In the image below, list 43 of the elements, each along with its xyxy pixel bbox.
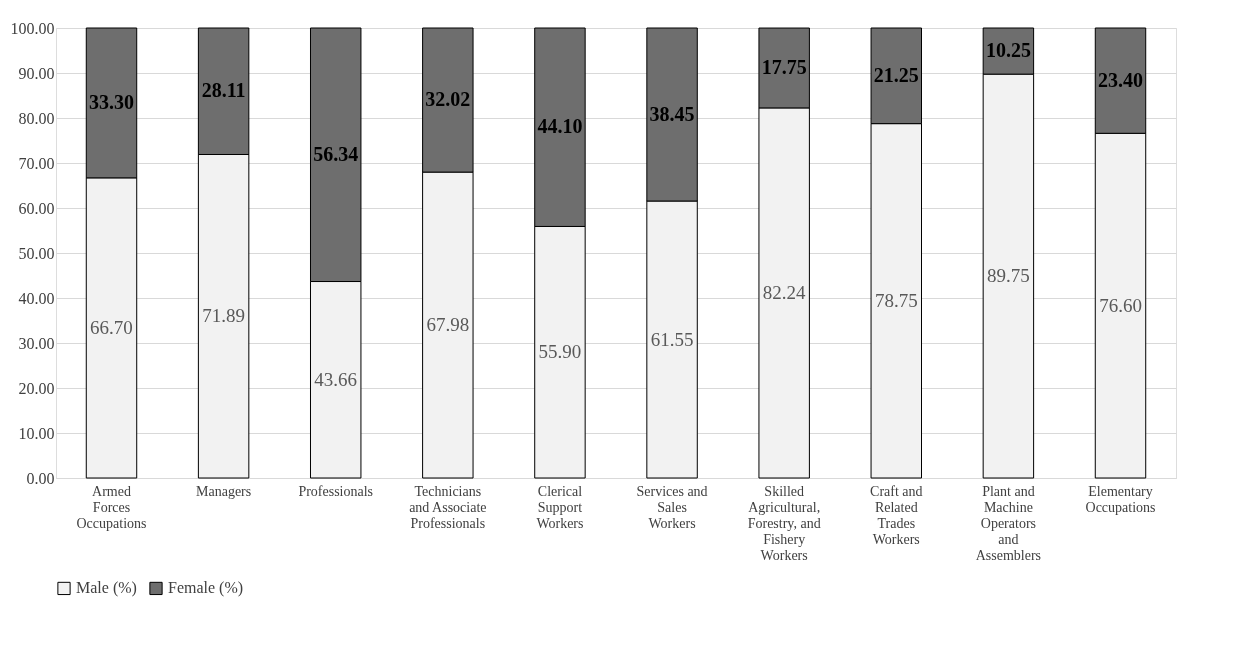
x-tick-label: Professionals	[298, 483, 374, 499]
data-label: 66.70	[90, 316, 133, 338]
data-label: 71.89	[202, 305, 245, 327]
y-tick-label: 80.00	[18, 109, 55, 127]
x-tick-label: Craft and Related Trades Workers	[870, 483, 923, 547]
data-label: 82.24	[762, 281, 807, 303]
data-label: 67.98	[426, 314, 470, 336]
legend-label: Male (%)	[76, 579, 137, 598]
x-tick-label: Armed Forces Occupations	[76, 483, 147, 531]
data-label: 10.25	[985, 39, 1031, 62]
x-tick-label: Clerical Support Workers	[536, 483, 584, 531]
data-label: 23.40	[1098, 68, 1143, 91]
x-tick-label: Plant and Machine Operators and Assemblers	[975, 483, 1042, 563]
data-label: 32.02	[425, 88, 471, 111]
y-tick-label: 50.00	[18, 244, 55, 262]
data-label: 56.34	[313, 142, 359, 165]
data-label: 33.30	[89, 90, 134, 113]
data-label: 38.45	[649, 102, 695, 125]
y-tick-label: 70.00	[18, 154, 55, 172]
x-tick-label: Elementary Occupations	[1085, 483, 1156, 515]
data-label: 89.75	[987, 265, 1030, 287]
x-tick-label: Skilled Agricultural, Forestry, and Fishery Workers	[747, 483, 821, 563]
x-tick-label: Managers	[196, 483, 252, 499]
data-label: 44.10	[537, 115, 583, 138]
data-label: 61.55	[650, 328, 694, 350]
y-tick-label: 30.00	[18, 334, 55, 352]
y-tick-label: 100.00	[10, 19, 55, 37]
data-label: 17.75	[761, 55, 807, 78]
x-tick-label: Services and Sales Workers	[636, 483, 708, 531]
y-tick-label: 60.00	[18, 199, 55, 217]
legend-label: Female (%)	[168, 579, 244, 598]
x-tick-label: Technicians and Associate Professionals	[409, 483, 487, 531]
y-tick-label: 40.00	[18, 289, 55, 307]
y-tick-label: 0.00	[26, 469, 55, 487]
y-tick-label: 10.00	[18, 424, 55, 442]
data-label: 28.11	[201, 79, 246, 102]
y-tick-label: 90.00	[18, 64, 55, 82]
data-label: 21.25	[873, 63, 919, 86]
data-label: 78.75	[874, 289, 918, 311]
data-label: 43.66	[314, 368, 358, 390]
y-tick-label: 20.00	[18, 379, 55, 397]
data-label: 55.90	[538, 341, 582, 363]
data-label: 76.60	[1099, 294, 1142, 316]
